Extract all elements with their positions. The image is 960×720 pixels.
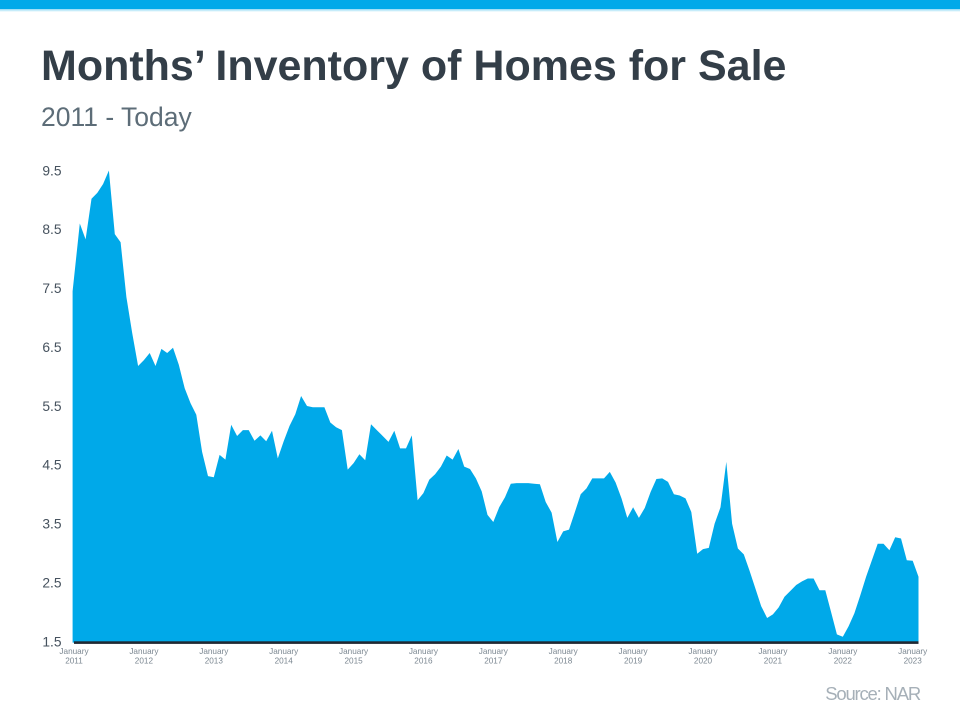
svg-text:8.5: 8.5 <box>42 222 62 237</box>
svg-text:7.5: 7.5 <box>42 281 62 296</box>
svg-text:9.5: 9.5 <box>42 163 62 178</box>
svg-text:3.5: 3.5 <box>42 517 62 532</box>
svg-text:1.5: 1.5 <box>42 634 62 649</box>
svg-text:5.5: 5.5 <box>42 399 62 414</box>
svg-text:4.5: 4.5 <box>42 458 62 473</box>
svg-text:2.5: 2.5 <box>42 575 62 590</box>
svg-text:6.5: 6.5 <box>42 340 62 355</box>
